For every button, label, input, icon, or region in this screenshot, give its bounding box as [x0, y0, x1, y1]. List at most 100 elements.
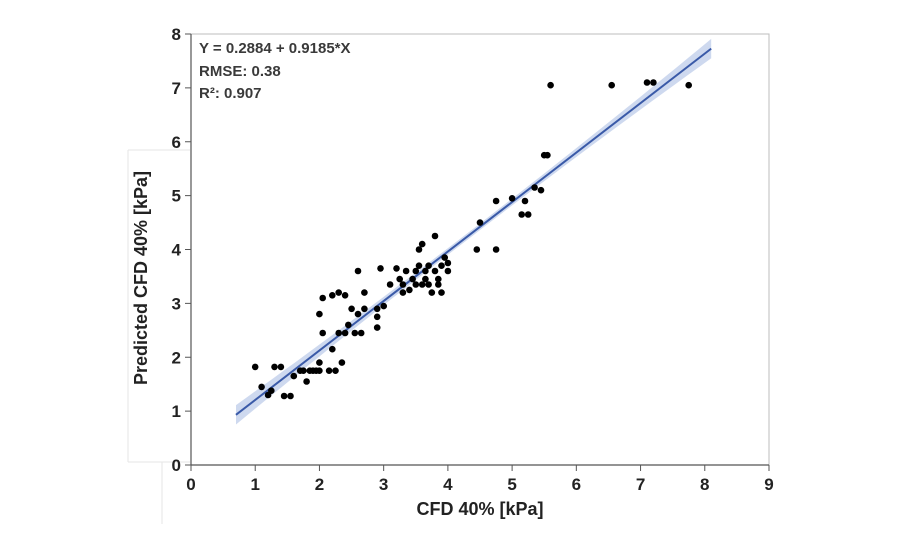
- data-point: [438, 262, 445, 270]
- data-point: [380, 302, 388, 310]
- y-axis-ticks: 0 1 2 3 4 5 6 7 8: [172, 25, 191, 475]
- data-point: [303, 378, 310, 385]
- data-points: [251, 79, 692, 400]
- y-tick-label: 3: [172, 294, 181, 313]
- r2-text: R²: 0.907: [199, 85, 262, 102]
- data-point: [251, 363, 259, 371]
- data-point: [492, 197, 500, 205]
- data-point: [361, 289, 368, 296]
- data-point: [280, 392, 288, 400]
- data-point: [431, 267, 439, 275]
- data-point: [521, 197, 529, 205]
- data-point: [335, 289, 343, 296]
- data-point: [386, 281, 394, 288]
- x-tick-label: 2: [315, 475, 324, 494]
- data-point: [268, 387, 275, 395]
- data-point: [373, 305, 381, 313]
- x-tick-label: 3: [379, 475, 388, 494]
- data-point: [422, 275, 429, 283]
- y-tick-label: 5: [172, 187, 181, 206]
- data-point: [444, 259, 452, 267]
- data-point: [325, 367, 333, 375]
- data-point: [608, 81, 615, 89]
- data-point: [399, 289, 407, 296]
- data-point: [338, 359, 346, 366]
- data-point: [402, 267, 410, 275]
- x-tick-label: 4: [443, 475, 453, 494]
- data-point: [418, 281, 426, 288]
- data-point: [258, 383, 265, 391]
- y-tick-label: 7: [172, 79, 181, 98]
- data-point: [396, 275, 404, 283]
- y-axis-label: Predicted CFD 40% [kPa]: [131, 171, 151, 385]
- fit-line-group: [235, 47, 712, 416]
- data-point: [537, 186, 545, 194]
- rmse-text: RMSE: 0.38: [199, 63, 281, 80]
- y-tick-label: 6: [172, 133, 181, 152]
- data-point: [444, 267, 452, 275]
- data-point: [319, 294, 327, 302]
- data-point: [357, 329, 365, 337]
- data-point: [393, 265, 400, 272]
- data-point: [316, 367, 323, 375]
- data-point: [345, 321, 352, 329]
- data-point: [332, 367, 339, 375]
- data-point: [406, 286, 413, 294]
- data-point: [422, 267, 429, 275]
- data-point: [351, 329, 359, 337]
- data-point: [547, 81, 554, 89]
- data-point: [373, 324, 381, 331]
- data-point: [508, 195, 516, 202]
- y-tick-label: 4: [172, 241, 182, 260]
- fit-line: [235, 47, 712, 416]
- x-axis-ticks: 0 1 2 3 4 5 6 7 8 9: [186, 465, 774, 494]
- data-point: [399, 281, 407, 288]
- data-point: [287, 392, 294, 400]
- data-point: [435, 275, 442, 283]
- data-point: [409, 275, 416, 283]
- data-point: [685, 81, 692, 89]
- x-tick-label: 0: [186, 475, 195, 494]
- data-point: [316, 310, 323, 318]
- x-axis-label: CFD 40% [kPa]: [416, 499, 543, 519]
- data-point: [524, 211, 532, 218]
- data-point: [418, 240, 426, 248]
- data-point: [441, 254, 449, 261]
- data-point: [518, 211, 525, 218]
- data-point: [335, 329, 343, 337]
- x-tick-label: 1: [250, 475, 259, 494]
- data-point: [431, 232, 439, 240]
- data-point: [643, 79, 651, 86]
- data-point: [377, 265, 384, 272]
- x-tick-label: 6: [572, 475, 581, 494]
- fit-equation: Y = 0.2884 + 0.9185*X: [199, 40, 351, 57]
- data-point: [354, 310, 362, 318]
- y-tick-label: 2: [172, 348, 181, 367]
- data-point: [300, 367, 307, 375]
- data-point: [415, 262, 423, 270]
- data-point: [438, 289, 445, 296]
- data-point: [492, 246, 500, 253]
- data-point: [476, 219, 484, 226]
- data-point: [361, 305, 368, 313]
- data-point: [277, 363, 285, 371]
- data-point: [425, 262, 432, 270]
- data-point: [354, 267, 362, 275]
- data-point: [415, 246, 423, 253]
- x-tick-label: 7: [636, 475, 645, 494]
- data-point: [425, 281, 432, 288]
- x-tick-label: 8: [700, 475, 709, 494]
- y-tick-label: 1: [172, 402, 181, 421]
- x-tick-label: 5: [507, 475, 516, 494]
- data-point: [341, 292, 349, 299]
- data-point: [316, 359, 323, 366]
- data-point: [290, 372, 298, 380]
- y-tick-label: 0: [172, 456, 181, 475]
- data-point: [544, 151, 551, 159]
- data-point: [531, 184, 538, 191]
- data-point: [435, 281, 442, 288]
- y-tick-label: 8: [172, 25, 181, 44]
- data-point: [412, 281, 420, 288]
- data-point: [329, 292, 336, 299]
